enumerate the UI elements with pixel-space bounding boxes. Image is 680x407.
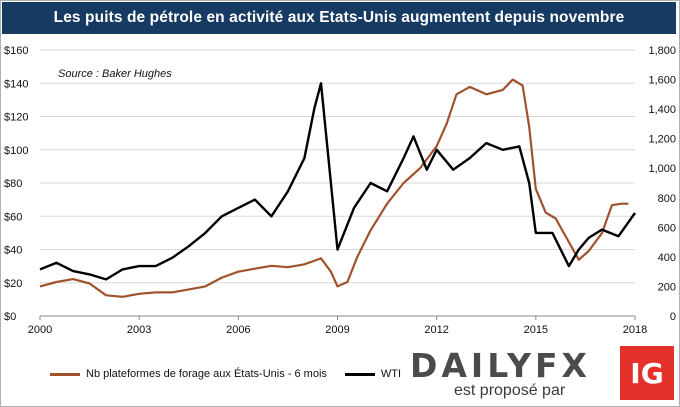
right-tick-label: 0 xyxy=(670,311,676,323)
right-tick-label: 200 xyxy=(658,281,676,293)
x-axis: 2000 2003 2006 2009 2012 2015 2018 xyxy=(28,315,647,336)
source-note: Source : Baker Hughes xyxy=(58,68,172,80)
left-tick-label: $80 xyxy=(4,178,22,190)
dailyfx-brand: DAILYFX est proposé par IG xyxy=(404,346,674,402)
chart-area: $0 $20 $40 $60 $80 $100 $120 $140 $160 0 200 400 60… xyxy=(0,34,680,344)
right-tick-label: 800 xyxy=(658,193,676,205)
right-tick-label: 400 xyxy=(658,252,676,264)
x-tick-label: 2003 xyxy=(127,324,151,336)
right-tick-label: 1,000 xyxy=(648,163,676,175)
legend-label-wti: WTI xyxy=(380,368,402,380)
chart-title: Les puits de pétrole en activité aux Eta… xyxy=(2,2,676,34)
left-tick-label: $40 xyxy=(4,245,22,257)
legend-label-rigs: Nb plateformes de forage aux États-Unis … xyxy=(86,368,327,380)
rigs-series-line xyxy=(39,78,629,298)
chart-svg: $0 $20 $40 $60 $80 $100 $120 $140 $160 0 200 400 60… xyxy=(4,45,676,336)
left-tick-label: $160 xyxy=(4,45,28,57)
right-axis: 0 200 400 600 800 1,000 1,200 1,400 1,600 1,800 xyxy=(648,45,676,323)
x-tick-label: 2012 xyxy=(424,324,448,336)
left-tick-label: $100 xyxy=(4,145,28,157)
legend-swatch-wti xyxy=(344,372,375,376)
wti-series-line xyxy=(39,82,636,281)
x-tick-label: 2000 xyxy=(28,324,52,336)
x-tick-label: 2018 xyxy=(623,324,647,336)
legend: Nb plateformes de forage aux États-Unis … xyxy=(50,368,419,380)
right-tick-label: 1,800 xyxy=(648,45,676,57)
logo-fx: FX xyxy=(535,346,591,385)
left-tick-label: $0 xyxy=(4,311,16,323)
brand-tagline: est proposé par xyxy=(454,382,566,399)
left-tick-label: $140 xyxy=(4,78,28,90)
legend-swatch-rigs xyxy=(50,372,80,376)
left-tick-label: $20 xyxy=(4,278,22,290)
right-tick-label: 600 xyxy=(658,222,676,234)
right-tick-label: 1,400 xyxy=(648,104,676,116)
series-group xyxy=(39,78,636,298)
dailyfx-logo: DAILYFX xyxy=(410,346,591,385)
x-tick-label: 2006 xyxy=(226,324,250,336)
x-tick-label: 2015 xyxy=(524,324,548,336)
x-tick-label: 2009 xyxy=(325,324,349,336)
legend-item-wti: WTI xyxy=(344,368,402,380)
right-tick-label: 1,200 xyxy=(648,134,676,146)
left-tick-label: $120 xyxy=(4,112,28,124)
left-tick-label: $60 xyxy=(4,211,22,223)
legend-item-rigs: Nb plateformes de forage aux États-Unis … xyxy=(50,368,327,380)
gridlines xyxy=(40,49,635,317)
logo-daily: DAILY xyxy=(410,346,535,385)
left-axis: $0 $20 $40 $60 $80 $100 $120 $140 $160 xyxy=(4,45,28,323)
right-tick-label: 1,600 xyxy=(648,75,676,87)
ig-logo: IG xyxy=(620,346,674,400)
